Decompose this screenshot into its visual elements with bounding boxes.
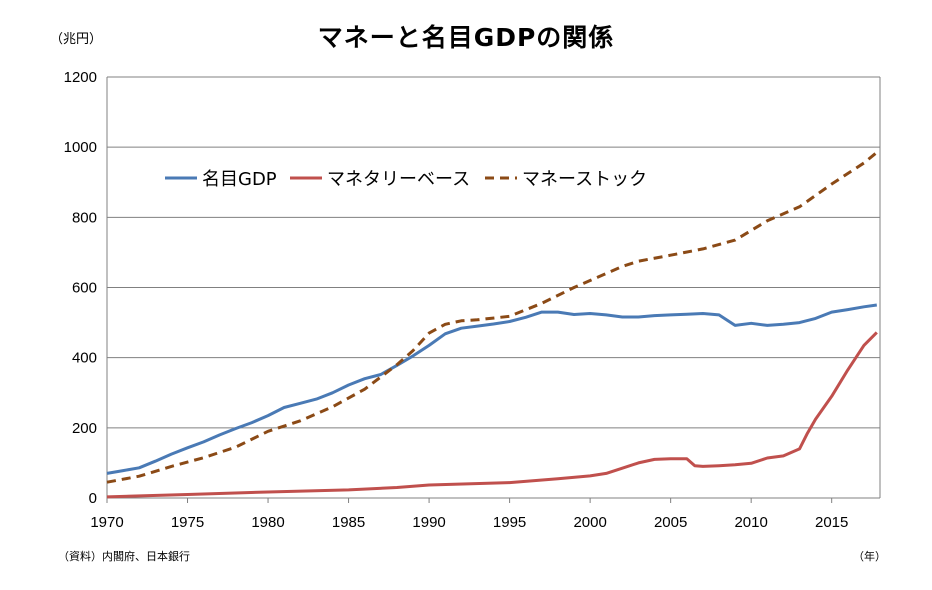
y-unit-label: （兆円） (50, 32, 103, 47)
y-tick-label: 400 (72, 350, 97, 367)
y-tick-labels: 0 200 400 600 800 1000 1200 (64, 69, 97, 507)
x-tick-label: 1980 (251, 514, 284, 531)
x-tick-label: 2000 (573, 514, 606, 531)
x-tick-label: 1970 (90, 514, 123, 531)
y-tick-label: 600 (72, 280, 97, 297)
y-tick-label: 1200 (64, 69, 97, 86)
series-line-2 (106, 331, 878, 499)
axes (106, 77, 881, 503)
x-tick-label: 1990 (412, 514, 445, 531)
grid-lines (107, 76, 880, 429)
y-tick-label: 200 (72, 420, 97, 437)
x-tick-label: 1985 (332, 514, 365, 531)
series-lines (106, 151, 878, 499)
x-tick-label: 1975 (171, 514, 204, 531)
x-unit-label: （年） (853, 550, 886, 563)
y-tick-label: 800 (72, 209, 97, 226)
source-note: （資料）内閣府、日本銀行 (58, 550, 190, 563)
x-tick-label: 2005 (654, 514, 687, 531)
series-line-1 (106, 303, 878, 475)
y-tick-label: 1000 (64, 139, 97, 156)
x-tick-label: 1995 (493, 514, 526, 531)
x-tick-labels: 1970 1975 1980 1985 1990 1995 2000 2005 2010 2015 (90, 514, 848, 531)
series-line-3 (106, 151, 878, 484)
y-tick-label: 0 (89, 490, 97, 507)
legend-label-1: 名目GDP (202, 169, 277, 190)
legend-label-2: マネタリーベース (327, 169, 470, 190)
legend-label-3: マネーストック (522, 169, 647, 190)
legend: 名目GDP マネタリーベース マネーストック (165, 169, 647, 190)
chart-title: マネーと名目GDPの関係 (317, 23, 615, 52)
x-tick-label: 2015 (815, 514, 848, 531)
x-tick-label: 2010 (734, 514, 767, 531)
